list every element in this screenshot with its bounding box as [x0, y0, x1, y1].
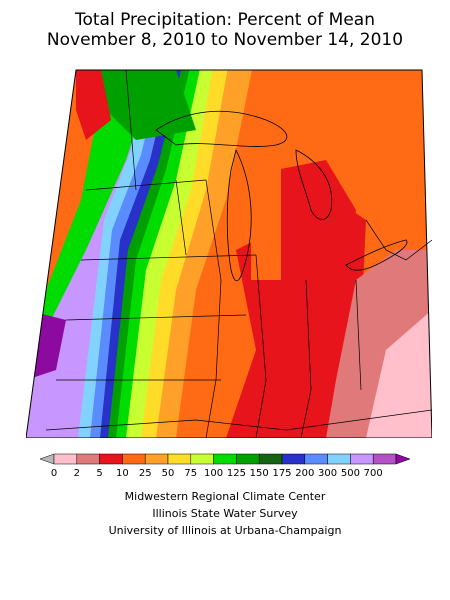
legend-swatch [190, 453, 214, 465]
legend-tick-label: 100 [204, 468, 223, 478]
map-frame [26, 69, 432, 438]
legend-swatches [40, 453, 410, 465]
credit-line1: Midwestern Regional Climate Center [124, 490, 326, 503]
legend-tick-label: 700 [364, 468, 383, 478]
legend-labels: 0 2 5 10 25 50 75 100 125 150 175 200 300 500 700 [51, 468, 383, 478]
legend-tick-label: 200 [295, 468, 314, 478]
legend-tick-label: 0 [51, 468, 57, 478]
band-nw-green [36, 70, 156, 350]
credit-line2: Illinois State Water Survey [152, 507, 298, 520]
legend-swatch [327, 453, 351, 465]
lake-huron [295, 149, 333, 220]
band-mi-red [276, 160, 356, 290]
legend-tick-label: 300 [318, 468, 337, 478]
legend-swatch [281, 453, 306, 465]
legend-arrow-low [40, 453, 55, 465]
legend-swatch [144, 453, 169, 465]
lake-outlines [155, 110, 408, 282]
legend-arrow-high [395, 453, 410, 465]
map-title-line2: November 8, 2010 to November 14, 2010 [46, 30, 404, 50]
legend-swatch [304, 453, 328, 465]
legend-swatch [213, 453, 237, 465]
legend-tick-label: 500 [341, 468, 360, 478]
lake-erie [345, 239, 408, 271]
legend-swatch [122, 453, 146, 465]
band-top-red [76, 70, 111, 140]
legend-tick-label: 150 [250, 468, 269, 478]
band-top-green [96, 70, 196, 140]
legend-swatch [372, 453, 397, 465]
legend-tick-label: 5 [96, 468, 102, 478]
legend-tick-label: 75 [184, 468, 197, 478]
credit-line3: University of Illinois at Urbana-Champai… [108, 524, 342, 537]
legend-swatch [236, 453, 260, 465]
precipitation-map [26, 50, 432, 438]
legend-swatch [167, 453, 192, 465]
lake-michigan [226, 148, 252, 282]
legend-tick-label: 2 [74, 468, 80, 478]
legend-tick-label: 25 [139, 468, 152, 478]
legend-tick-label: 10 [116, 468, 129, 478]
legend-swatch [53, 453, 78, 465]
legend-swatch [350, 453, 374, 465]
state-boundaries [45, 69, 432, 438]
legend-swatch [99, 453, 123, 465]
map-title-line1: Total Precipitation: Percent of Mean [75, 10, 375, 30]
legend-tick-label: 125 [227, 468, 246, 478]
legend-tick-label: 50 [162, 468, 175, 478]
legend-tick-label: 175 [272, 468, 291, 478]
legend-swatch [76, 453, 100, 465]
lake-superior [155, 110, 288, 147]
legend-swatch [258, 453, 283, 465]
band-pink-east [366, 310, 432, 438]
precip-legend: 0 2 5 10 25 50 75 100 125 150 175 200 300 500 700 [40, 453, 410, 478]
band-mi-orange [251, 160, 281, 280]
